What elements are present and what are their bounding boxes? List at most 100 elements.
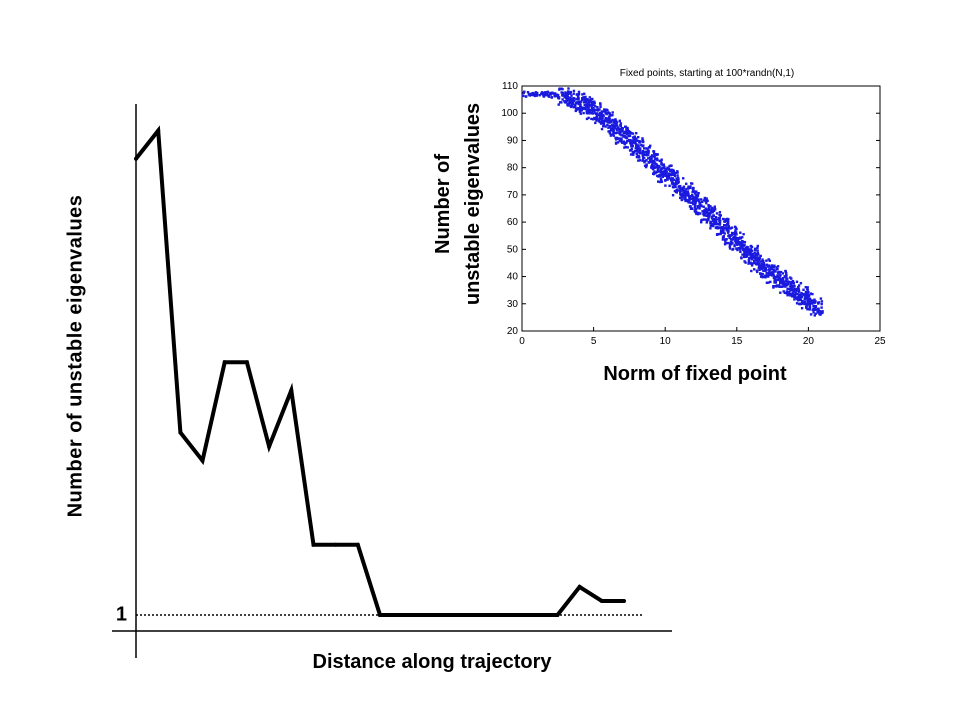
- inset-scatter-point: [694, 201, 697, 204]
- inset-scatter-point: [801, 300, 804, 303]
- inset-scatter-point: [724, 226, 728, 229]
- inset-scatter-point: [750, 258, 753, 261]
- inset-scatter-point: [707, 218, 710, 221]
- inset-scatter-point: [814, 305, 818, 308]
- inset-scatter-point: [689, 205, 692, 208]
- inset-scatter-point: [586, 109, 589, 112]
- inset-scatter-point: [812, 299, 815, 303]
- inset-scatter-point: [626, 131, 629, 135]
- inset-scatter-point: [797, 284, 801, 287]
- inset-scatter-point: [728, 247, 732, 250]
- inset-scatter-point: [564, 101, 567, 104]
- inset-scatter-point: [693, 209, 696, 212]
- inset-scatter-point: [713, 207, 716, 210]
- inset-scatter-point: [816, 309, 819, 312]
- inset-scatter-point: [570, 94, 573, 97]
- inset-scatter-point: [772, 274, 775, 277]
- inset-scatter-point: [750, 245, 754, 249]
- inset-scatter-point: [577, 93, 581, 96]
- inset-scatter-point: [567, 87, 570, 90]
- inset-y-tick-label: 40: [507, 272, 519, 283]
- inset-scatter-point: [644, 160, 647, 163]
- inset-scatter-point: [712, 217, 715, 221]
- inset-scatter-point: [600, 112, 603, 115]
- inset-scatter-point: [758, 257, 761, 260]
- inset-scatter-point: [755, 258, 758, 261]
- inset-scatter-point: [671, 178, 674, 181]
- inset-scatter-point: [809, 299, 812, 302]
- inset-scatter-point: [785, 292, 788, 295]
- inset-scatter-point: [608, 125, 612, 129]
- inset-y-axis-label-line2: unstable eigenvalues: [462, 103, 484, 305]
- inset-scatter-point: [723, 243, 727, 246]
- inset-scatter-point: [757, 259, 760, 262]
- inset-scatter-point: [765, 272, 768, 275]
- main-data-point: [378, 613, 382, 617]
- inset-x-tick-label: 0: [519, 336, 525, 347]
- inset-scatter-point: [526, 91, 530, 94]
- inset-scatter-point: [641, 137, 644, 140]
- inset-scatter-point: [776, 274, 779, 277]
- inset-x-axis-label: Norm of fixed point: [603, 363, 787, 385]
- inset-scatter-point: [724, 224, 727, 227]
- inset-scatter-point: [806, 293, 809, 297]
- inset-scatter-point: [657, 180, 660, 183]
- inset-scatter-point: [713, 217, 717, 221]
- inset-scatter-point: [641, 139, 644, 142]
- inset-scatter-point: [629, 132, 632, 135]
- inset-scatter-point: [653, 158, 657, 161]
- inset-scatter-point: [752, 256, 755, 259]
- inset-scatter-point: [744, 261, 747, 264]
- inset-scatter-point: [782, 284, 785, 287]
- inset-scatter-point: [535, 93, 538, 96]
- inset-scatter-point: [699, 204, 703, 208]
- inset-scatter-point: [538, 94, 541, 97]
- inset-scatter-point: [590, 98, 593, 101]
- inset-scatter-point: [791, 280, 795, 283]
- inset-scatter-point: [744, 255, 747, 258]
- inset-scatter-point: [608, 119, 611, 122]
- inset-scatter-point: [798, 296, 801, 300]
- inset-scatter-point: [704, 207, 707, 210]
- inset-scatter-point: [680, 198, 683, 202]
- inset-x-tick-label: 5: [591, 336, 597, 347]
- inset-scatter-point: [731, 248, 734, 251]
- inset-scatter-point: [793, 298, 796, 301]
- inset-scatter-point: [799, 282, 803, 285]
- inset-scatter-point: [770, 267, 773, 271]
- main-data-point: [466, 613, 471, 617]
- inset-scatter-point: [609, 134, 613, 137]
- inset-scatter-point: [689, 186, 692, 189]
- inset-scatter-point: [625, 136, 629, 140]
- inset-scatter-point: [753, 254, 756, 258]
- inset-scatter-point: [750, 269, 753, 273]
- inset-scatter-point: [723, 232, 726, 235]
- inset-scatter-point: [642, 152, 646, 156]
- inset-scatter-point: [635, 150, 638, 153]
- inset-scatter-point: [604, 109, 607, 112]
- inset-scatter-point: [577, 102, 580, 106]
- inset-scatter-point: [643, 156, 646, 160]
- inset-scatter-point: [616, 124, 619, 127]
- main-data-point: [267, 444, 272, 449]
- inset-scatter-point: [531, 93, 534, 96]
- inset-scatter-point: [768, 259, 771, 262]
- inset-scatter-point: [716, 233, 719, 236]
- inset-scatter-point: [542, 95, 546, 98]
- inset-scatter-point: [802, 294, 806, 297]
- inset-scatter-point: [655, 153, 658, 157]
- inset-scatter-point: [592, 107, 595, 110]
- inset-scatter-point: [699, 212, 702, 215]
- inset-scatter-point: [779, 291, 782, 294]
- inset-scatter-point: [712, 209, 716, 212]
- inset-scatter-point: [634, 140, 637, 143]
- inset-scatter-point: [697, 198, 700, 201]
- inset-scatter-point: [799, 298, 803, 302]
- inset-scatter-point: [653, 155, 656, 158]
- inset-scatter-point: [627, 130, 630, 133]
- inset-scatter-point: [726, 231, 730, 234]
- inset-scatter-point: [679, 189, 683, 192]
- inset-scatter-point: [705, 197, 708, 200]
- inset-scatter-point: [579, 100, 583, 104]
- inset-scatter-point: [757, 262, 760, 265]
